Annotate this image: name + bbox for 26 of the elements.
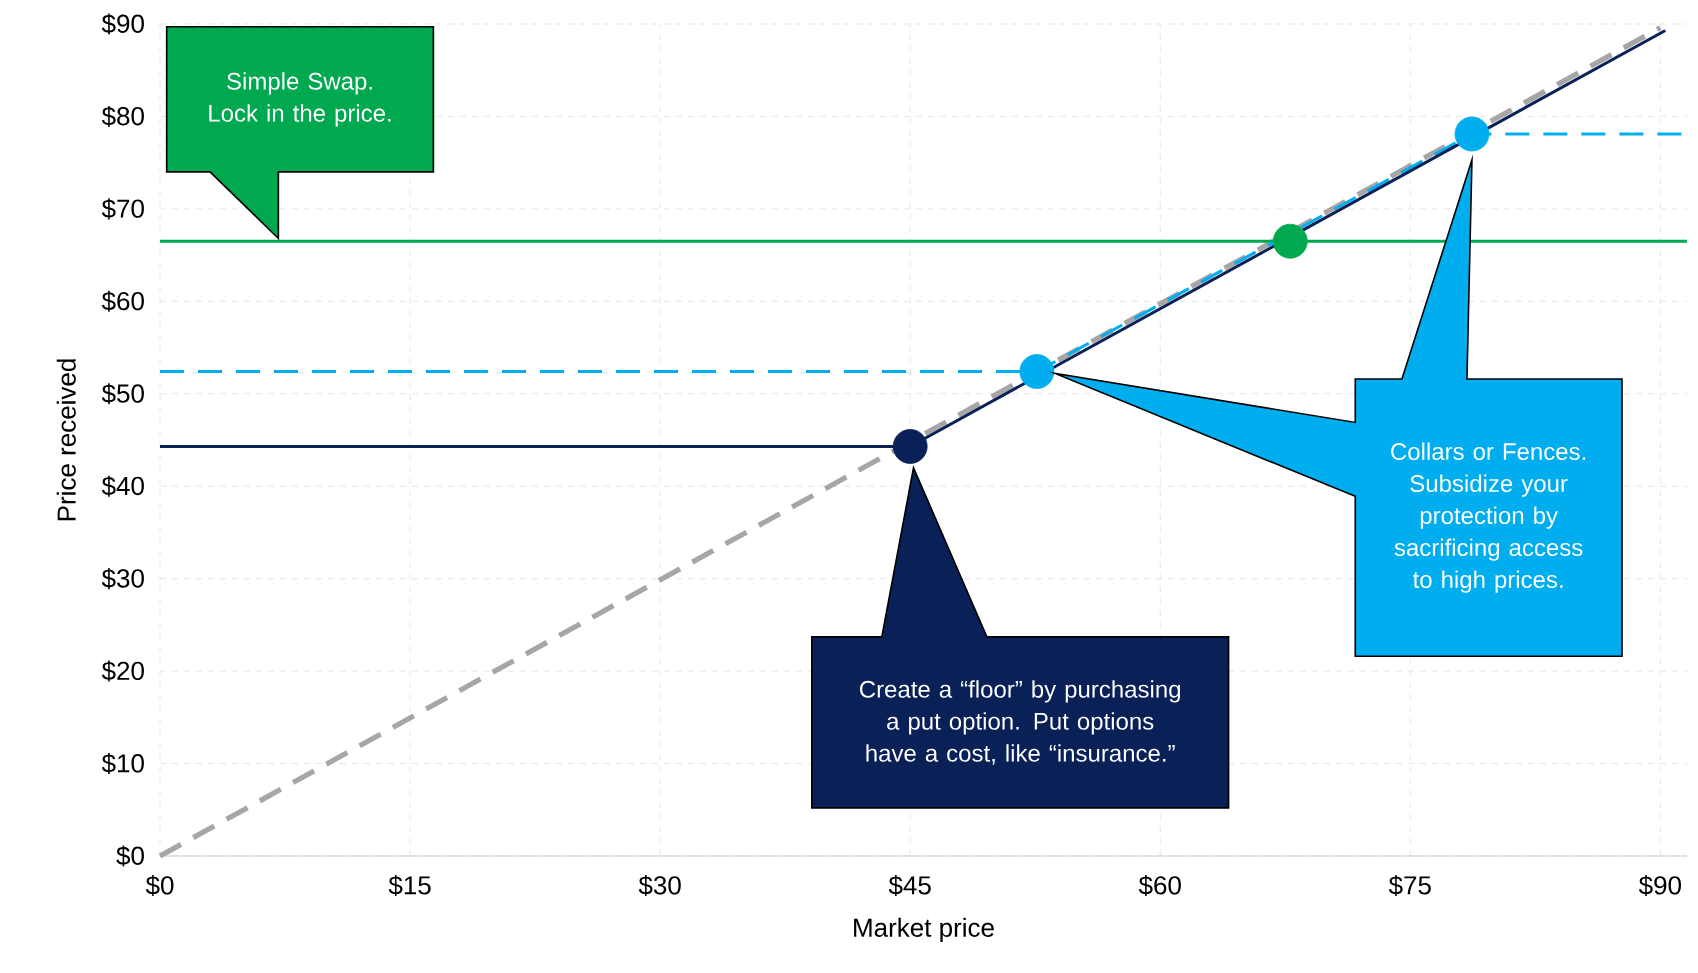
x-tick-label: $90	[1638, 875, 1682, 897]
x-tick-label: $30	[638, 875, 681, 897]
y-tick-label: $60	[101, 290, 144, 312]
annotation: Create a “floor” by purchasing a put option. Put options have a cost, like “insurance.”	[860, 680, 1180, 765]
y-tick-label: $40	[101, 475, 144, 497]
x-tick-label: $0	[145, 875, 174, 897]
point	[1454, 116, 1490, 152]
point	[1019, 354, 1055, 389]
y-tick-label: $30	[101, 568, 144, 590]
x-tick-label: $60	[1138, 875, 1181, 897]
y-tick-label: $0	[116, 845, 144, 867]
y-tick-label: $90	[101, 13, 144, 35]
point	[1272, 223, 1308, 259]
x-tick-label: $15	[388, 875, 431, 897]
annotation: Simple Swap. Lock in the price.	[209, 72, 391, 127]
y-tick-label: $10	[101, 753, 144, 775]
y-tick-label: $20	[101, 660, 144, 682]
annotation: Collars or Fences. Subsidize your protection by sacrificing access to high prices.	[1391, 442, 1586, 593]
y-tick-label: $80	[101, 105, 144, 127]
y-tick-label: $70	[101, 198, 144, 220]
x-tick-label: $45	[888, 875, 931, 897]
y-axis-title: Price received	[56, 359, 76, 521]
x-tick-label: $75	[1388, 875, 1431, 897]
y-tick-label: $50	[101, 383, 144, 405]
x-axis-title: Market price	[854, 917, 994, 943]
point	[892, 429, 928, 464]
